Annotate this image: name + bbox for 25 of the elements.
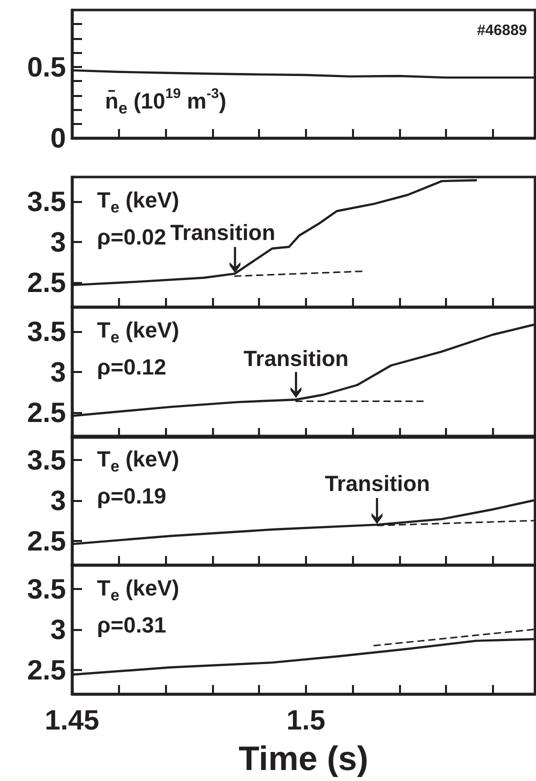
y-tick-label: 2.5 [27, 525, 66, 556]
y-tick-label: 0.5 [27, 51, 66, 82]
annotation: ρ=0.19 [97, 484, 166, 508]
annotation: Transition [170, 220, 276, 246]
y-tick-label: 2.5 [27, 654, 66, 686]
y-tick-label: 2.5 [27, 267, 66, 298]
annotation: ρ=0.02 [97, 224, 166, 250]
x-tick-label: 1.5 [286, 704, 326, 736]
y-tick-label: 3 [50, 226, 66, 258]
x-axis-title: Time (s) [238, 740, 368, 778]
annotation: Transition [324, 471, 430, 496]
annotation: ρ=0.12 [97, 354, 166, 379]
annotation: ρ=0.31 [97, 612, 166, 638]
y-tick-label: 3.5 [27, 574, 66, 605]
x-tick-label: 1.45 [44, 704, 100, 736]
y-tick-label: 0 [50, 122, 66, 154]
y-tick-label: 3 [50, 614, 66, 645]
y-tick-label: 2.5 [27, 396, 66, 428]
y-tick-label: 3 [50, 356, 66, 387]
y-tick-label: 3.5 [27, 444, 66, 476]
y-tick-label: 3 [50, 485, 66, 516]
annotation: Transition [243, 346, 349, 371]
y-tick-label: 3.5 [27, 315, 66, 346]
annotation: #46889 [476, 22, 528, 39]
y-tick-label: 3.5 [27, 186, 66, 217]
